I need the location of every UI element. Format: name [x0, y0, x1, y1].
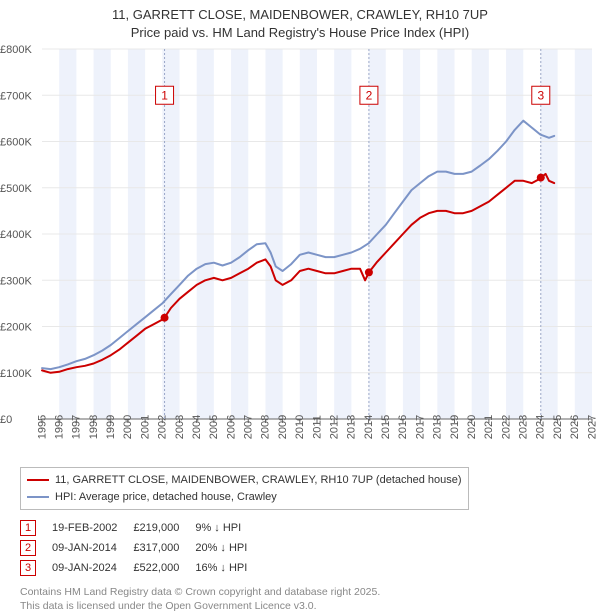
svg-text:2025: 2025 [552, 415, 564, 439]
svg-text:2008: 2008 [260, 415, 272, 439]
annotation-price: £522,000 [133, 558, 195, 578]
svg-text:£400K: £400K [0, 229, 32, 241]
annotation-date: 09-JAN-2014 [52, 538, 133, 558]
svg-text:2013: 2013 [346, 415, 358, 439]
legend-label: HPI: Average price, detached house, Craw… [55, 489, 277, 506]
svg-text:2010: 2010 [294, 415, 306, 439]
svg-text:£0: £0 [0, 414, 12, 426]
legend-swatch [27, 496, 49, 498]
footer-line-2: This data is licensed under the Open Gov… [20, 600, 592, 613]
annotation-price: £317,000 [133, 538, 195, 558]
annotation-delta: 16% ↓ HPI [195, 558, 263, 578]
chart-container: 11, GARRETT CLOSE, MAIDENBOWER, CRAWLEY,… [0, 0, 600, 590]
svg-text:2001: 2001 [139, 415, 151, 439]
svg-text:£600K: £600K [0, 137, 32, 149]
svg-text:2027: 2027 [586, 415, 598, 439]
svg-text:1999: 1999 [105, 415, 117, 439]
legend-label: 11, GARRETT CLOSE, MAIDENBOWER, CRAWLEY,… [55, 472, 462, 489]
legend-swatch [27, 479, 49, 481]
svg-text:2023: 2023 [518, 415, 530, 439]
annotation-row: 2 09-JAN-2014£317,00020% ↓ HPI [20, 538, 263, 558]
svg-text:2009: 2009 [277, 415, 289, 439]
svg-text:2004: 2004 [191, 415, 203, 439]
title-block: 11, GARRETT CLOSE, MAIDENBOWER, CRAWLEY,… [0, 0, 600, 43]
footer-attribution: Contains HM Land Registry data © Crown c… [20, 586, 592, 613]
chart-area: £0 £100K £200K £300K £400K £500K £600K £700K £80… [0, 43, 600, 463]
footer-line-1: Contains HM Land Registry data © Crown c… [20, 586, 592, 600]
legend: 11, GARRETT CLOSE, MAIDENBOWER, CRAWLEY,… [20, 467, 469, 510]
svg-text:£100K: £100K [0, 368, 32, 380]
svg-text:£700K: £700K [0, 90, 32, 102]
annotation-row: 3 09-JAN-2024£522,00016% ↓ HPI [20, 558, 263, 578]
svg-text:2016: 2016 [397, 415, 409, 439]
svg-text:2012: 2012 [328, 415, 340, 439]
svg-text:2020: 2020 [466, 415, 478, 439]
svg-text:2017: 2017 [414, 415, 426, 439]
annotation-row: 1 19-FEB-2002£219,0009% ↓ HPI [20, 518, 263, 538]
annotation-date: 19-FEB-2002 [52, 518, 133, 538]
svg-text:£800K: £800K [0, 44, 32, 56]
chart-svg: £0 £100K £200K £300K £400K £500K £600K £700K £80… [0, 43, 600, 463]
svg-text:1995: 1995 [36, 415, 48, 439]
annotation-date: 09-JAN-2024 [52, 558, 133, 578]
svg-text:2021: 2021 [483, 415, 495, 439]
svg-text:£300K: £300K [0, 275, 32, 287]
svg-text:1: 1 [161, 89, 168, 103]
legend-row: HPI: Average price, detached house, Craw… [27, 489, 462, 506]
svg-text:2026: 2026 [569, 415, 581, 439]
annotation-delta: 20% ↓ HPI [195, 538, 263, 558]
title-line-2: Price paid vs. HM Land Registry's House … [0, 24, 600, 42]
svg-text:2: 2 [366, 89, 373, 103]
svg-text:1998: 1998 [88, 415, 100, 439]
annotation-table: 1 19-FEB-2002£219,0009% ↓ HPI 2 09-JAN-2014… [20, 518, 592, 578]
title-line-1: 11, GARRETT CLOSE, MAIDENBOWER, CRAWLEY,… [0, 6, 600, 24]
svg-text:2007: 2007 [243, 415, 255, 439]
annotation-price: £219,000 [133, 518, 195, 538]
svg-text:2019: 2019 [449, 415, 461, 439]
svg-text:1996: 1996 [53, 415, 65, 439]
svg-text:2003: 2003 [174, 415, 186, 439]
svg-text:3: 3 [537, 89, 544, 103]
svg-text:2000: 2000 [122, 415, 134, 439]
annotation-marker: 3 [20, 560, 36, 576]
svg-text:£500K: £500K [0, 183, 32, 195]
legend-row: 11, GARRETT CLOSE, MAIDENBOWER, CRAWLEY,… [27, 472, 462, 489]
svg-text:2006: 2006 [225, 415, 237, 439]
svg-text:1997: 1997 [71, 415, 83, 439]
svg-text:2005: 2005 [208, 415, 220, 439]
svg-text:£200K: £200K [0, 322, 32, 334]
svg-text:2015: 2015 [380, 415, 392, 439]
annotation-marker: 2 [20, 540, 36, 556]
svg-text:2002: 2002 [157, 415, 169, 439]
annotation-marker: 1 [20, 520, 36, 536]
svg-text:2018: 2018 [432, 415, 444, 439]
svg-text:2022: 2022 [500, 415, 512, 439]
annotation-delta: 9% ↓ HPI [195, 518, 263, 538]
